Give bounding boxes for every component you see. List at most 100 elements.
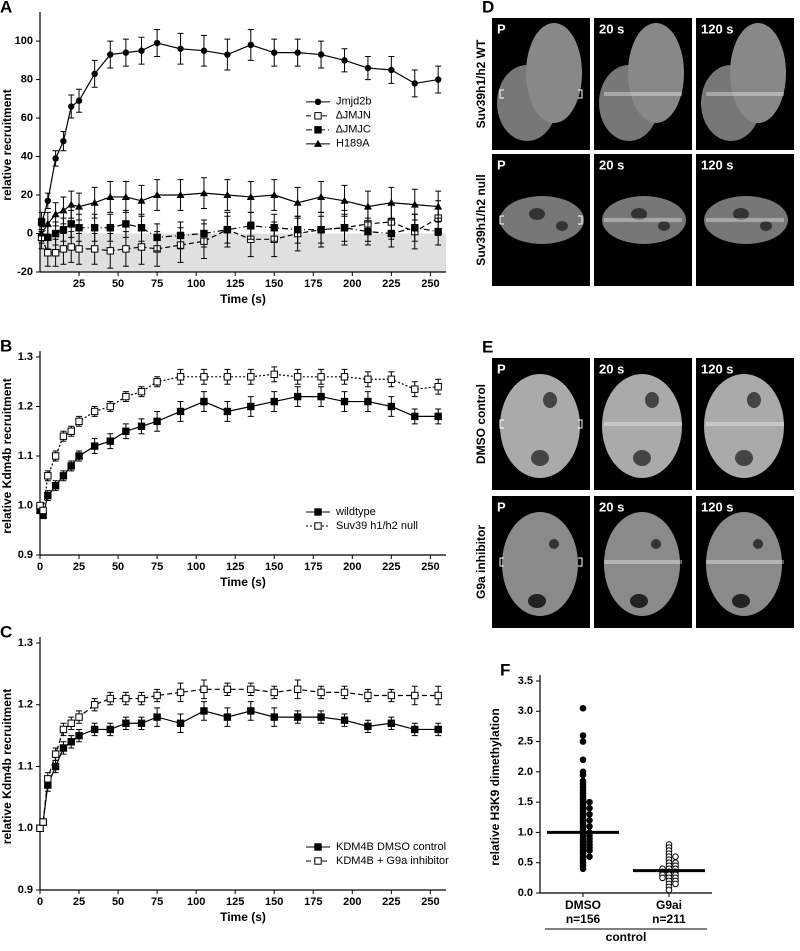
data-point <box>270 224 278 232</box>
data-point <box>51 762 60 771</box>
data-point <box>39 818 47 826</box>
heterochromatin <box>529 208 545 220</box>
data-point <box>176 373 185 381</box>
data-point <box>579 732 587 739</box>
bleach-stripe <box>604 218 682 222</box>
data-point <box>434 76 442 83</box>
data-point <box>672 853 679 860</box>
data-point <box>270 397 278 406</box>
data-point <box>340 397 349 406</box>
data-point <box>411 412 419 421</box>
data-point <box>200 685 208 694</box>
series-line <box>41 217 439 254</box>
frame-label: P <box>497 21 506 36</box>
data-point <box>90 725 99 734</box>
data-point <box>271 49 278 56</box>
data-point <box>293 392 302 401</box>
series-line <box>39 396 439 517</box>
data-point <box>37 229 46 237</box>
data-point <box>247 685 255 694</box>
nucleolus <box>747 392 761 408</box>
data-point <box>434 725 442 734</box>
data-point <box>121 192 130 200</box>
data-point <box>75 713 83 721</box>
data-point <box>364 722 372 731</box>
data-point <box>39 506 47 515</box>
data-point <box>51 750 60 758</box>
data-point <box>579 771 587 779</box>
data-point <box>672 880 679 888</box>
y-tick-label: 60 <box>21 112 33 124</box>
data-point <box>106 224 114 232</box>
legend-marker <box>314 843 322 851</box>
data-point <box>410 200 419 208</box>
roi-bracket <box>499 557 583 567</box>
data-point <box>68 103 75 110</box>
roi-bracket <box>499 215 583 225</box>
data-point <box>153 233 161 242</box>
x-tick-label: 25 <box>73 561 85 573</box>
x-tick-label: 175 <box>304 278 322 290</box>
y-tick-label: 1.1 <box>18 760 33 772</box>
data-point <box>51 210 60 218</box>
row-label: G9a inhibitor <box>474 525 488 599</box>
data-point <box>153 417 161 426</box>
data-point <box>387 719 396 727</box>
data-point <box>340 196 349 204</box>
x-tick-label: 225 <box>382 561 400 573</box>
data-point <box>51 249 60 257</box>
data-point <box>387 375 396 383</box>
data-point <box>388 66 395 74</box>
y-tick-label: 0.5 <box>518 857 533 869</box>
data-point <box>75 731 83 740</box>
nucleus <box>602 196 686 244</box>
frame-label: P <box>497 499 506 514</box>
data-point <box>59 206 68 214</box>
data-point <box>176 191 185 199</box>
legend-marker <box>314 98 322 106</box>
data-point <box>59 744 68 752</box>
frame-label: 120 s <box>701 157 734 172</box>
frame-label: 120 s <box>701 499 734 514</box>
data-point <box>293 685 302 694</box>
x-tick-label: 75 <box>151 278 163 290</box>
data-point <box>106 247 114 255</box>
data-point <box>200 229 208 238</box>
data-point <box>137 422 146 431</box>
data-point <box>200 397 208 406</box>
x-tick-label: 225 <box>382 278 400 290</box>
data-point <box>122 427 130 435</box>
data-point <box>223 685 232 694</box>
data-point <box>122 220 130 228</box>
data-point <box>36 824 44 832</box>
frame-label: 20 s <box>599 21 624 36</box>
nucleolus <box>645 392 659 408</box>
heterochromatin <box>631 208 647 220</box>
data-point <box>411 80 418 87</box>
y-tick-label: 0 <box>27 227 33 239</box>
data-point <box>153 378 161 386</box>
data-point <box>317 373 325 381</box>
data-point <box>200 373 208 381</box>
x-tick-label: 0 <box>37 561 43 573</box>
data-point <box>293 198 302 206</box>
nucleus <box>704 374 784 478</box>
row-label: DMSO control <box>474 384 488 464</box>
data-point <box>122 694 130 703</box>
data-point <box>341 57 348 64</box>
x-axis-label: Time (s) <box>220 575 266 589</box>
data-point <box>270 688 278 697</box>
data-point <box>270 713 278 721</box>
legend-marker <box>314 139 322 147</box>
data-point <box>75 245 83 253</box>
x-tick-label: 200 <box>343 896 361 908</box>
data-point <box>317 713 325 721</box>
data-point <box>44 249 52 257</box>
data-point <box>44 472 52 480</box>
y-tick-label: 3.5 <box>518 675 533 687</box>
data-point <box>90 442 99 450</box>
n-label: n=211 <box>652 912 686 926</box>
data-point <box>122 245 130 253</box>
data-point <box>153 691 161 700</box>
data-point <box>579 704 587 712</box>
